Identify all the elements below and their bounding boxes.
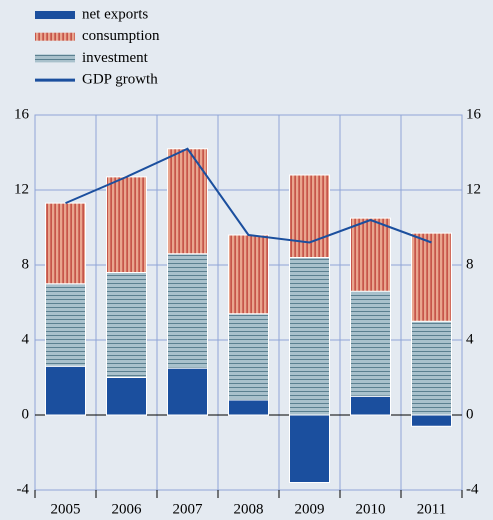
bar-segment: [45, 283, 86, 367]
y-tick-label: 4: [22, 331, 30, 347]
gdp-line: [65, 147, 432, 244]
y2-tick-label: 8: [466, 256, 474, 272]
y2-tick-label: 0: [466, 406, 474, 422]
bar-segment: [289, 174, 330, 258]
x-tick-label: 2011: [417, 501, 446, 517]
bar-segment: [106, 377, 147, 416]
x-tick-label: 2010: [356, 501, 386, 517]
legend-symbol: [35, 11, 75, 19]
x-tick-label: 2006: [112, 501, 143, 517]
y-tick-label: -4: [17, 481, 30, 497]
x-tick-label: 2009: [295, 501, 325, 517]
x-tick-label: 2005: [51, 501, 81, 517]
y2-tick-label: 16: [466, 106, 482, 122]
bar-segment: [289, 257, 330, 416]
bar-segment: [167, 367, 208, 416]
bar-segment: [45, 202, 86, 285]
bar-segment: [289, 414, 330, 483]
legend-label: GDP growth: [82, 72, 158, 88]
bar-segment: [350, 217, 391, 292]
legend-label: investment: [82, 50, 149, 66]
y2-tick-label: 4: [466, 331, 474, 347]
legend-label: consumption: [82, 28, 160, 44]
bar-segment: [167, 253, 208, 369]
bar-segment: [228, 313, 269, 401]
bar-segment: [411, 320, 452, 416]
legend-symbol: [35, 32, 75, 41]
bar-segment: [350, 395, 391, 416]
bar-segment: [350, 290, 391, 397]
x-tick-label: 2008: [234, 501, 264, 517]
y2-tick-label: -4: [466, 481, 479, 497]
bar-segment: [167, 148, 208, 255]
plot-frame: [34, 114, 463, 491]
y-tick-label: 16: [14, 106, 30, 122]
x-tick-label: 2007: [173, 501, 204, 517]
bar-segment: [106, 176, 147, 273]
y-tick-label: 12: [14, 181, 29, 197]
bar-segment: [411, 232, 452, 322]
y-tick-label: 8: [22, 256, 30, 272]
bar-segment: [106, 272, 147, 378]
bar-segment: [228, 234, 269, 315]
legend-symbol: [35, 54, 75, 63]
y-tick-label: 0: [22, 406, 30, 422]
bar-segment: [45, 365, 86, 416]
bar-segment: [228, 399, 269, 416]
bar-segment: [411, 414, 452, 427]
legend-label: net exports: [82, 6, 148, 22]
y2-tick-label: 12: [466, 181, 481, 197]
